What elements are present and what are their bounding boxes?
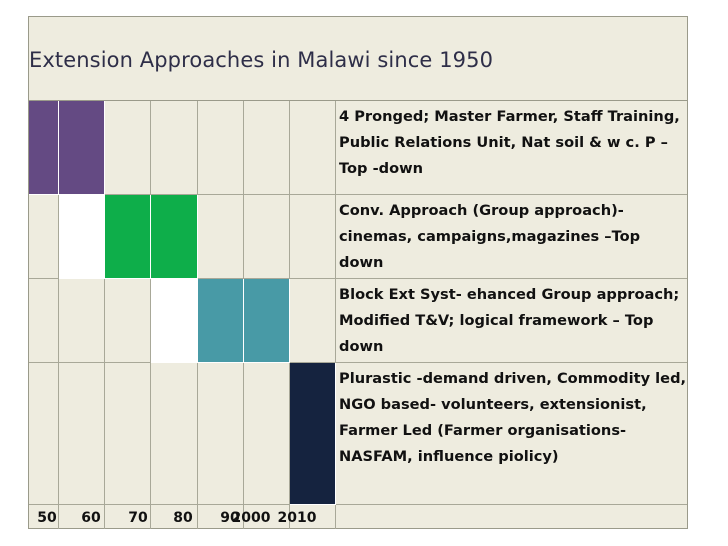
timeline-cell (198, 195, 244, 279)
timeline-cell (29, 363, 59, 505)
timeline-cell (105, 101, 151, 195)
timeline-cell (244, 101, 290, 195)
timeline-cell (198, 101, 244, 195)
approach-description: Conv. Approach (Group approach)- cinemas… (336, 195, 687, 279)
year-cell (151, 505, 198, 529)
timeline-cell (105, 195, 151, 279)
timeline-cell (151, 279, 198, 363)
decade-label: 2000 (231, 510, 271, 526)
timeline-cell (59, 279, 105, 363)
decade-label: 90 (220, 510, 240, 526)
year-cell (290, 505, 336, 529)
timeline-cell (198, 279, 244, 363)
year-cell (105, 505, 151, 529)
timeline-cell (105, 363, 151, 505)
slide-table: Extension Approaches in Malawi since 195… (28, 16, 688, 529)
approach-description: 4 Pronged; Master Farmer, Staff Training… (336, 101, 687, 195)
decade-label: 60 (81, 510, 101, 526)
timeline-cell (151, 363, 198, 505)
approach-description: Block Ext Syst- ehanced Group approach; … (336, 279, 687, 363)
timeline-cell (59, 101, 105, 195)
title-row: Extension Approaches in Malawi since 195… (29, 17, 687, 101)
timeline-cell (151, 195, 198, 279)
year-cell (198, 505, 244, 529)
timeline-cell (198, 363, 244, 505)
timeline-cell (244, 363, 290, 505)
timeline-cell (105, 279, 151, 363)
year-cell (244, 505, 290, 529)
timeline-cell (59, 363, 105, 505)
decade-label: 50 (37, 510, 57, 526)
decade-label: 2010 (277, 510, 317, 526)
timeline-cell (29, 279, 59, 363)
year-cell (29, 505, 59, 529)
timeline-cell (59, 195, 105, 279)
timeline-cell (290, 101, 336, 195)
timeline-cell (290, 363, 336, 505)
timeline-cell (244, 279, 290, 363)
decade-label: 70 (128, 510, 148, 526)
slide-title: Extension Approaches in Malawi since 195… (29, 48, 494, 72)
timeline-cell (244, 195, 290, 279)
timeline-cell (290, 195, 336, 279)
year-cell (59, 505, 105, 529)
timeline-cell (29, 101, 59, 195)
timeline-cell (151, 101, 198, 195)
decade-label: 80 (173, 510, 193, 526)
approach-description: Plurastic -demand driven, Commodity led,… (336, 363, 687, 505)
timeline-cell (29, 195, 59, 279)
timeline-cell (290, 279, 336, 363)
